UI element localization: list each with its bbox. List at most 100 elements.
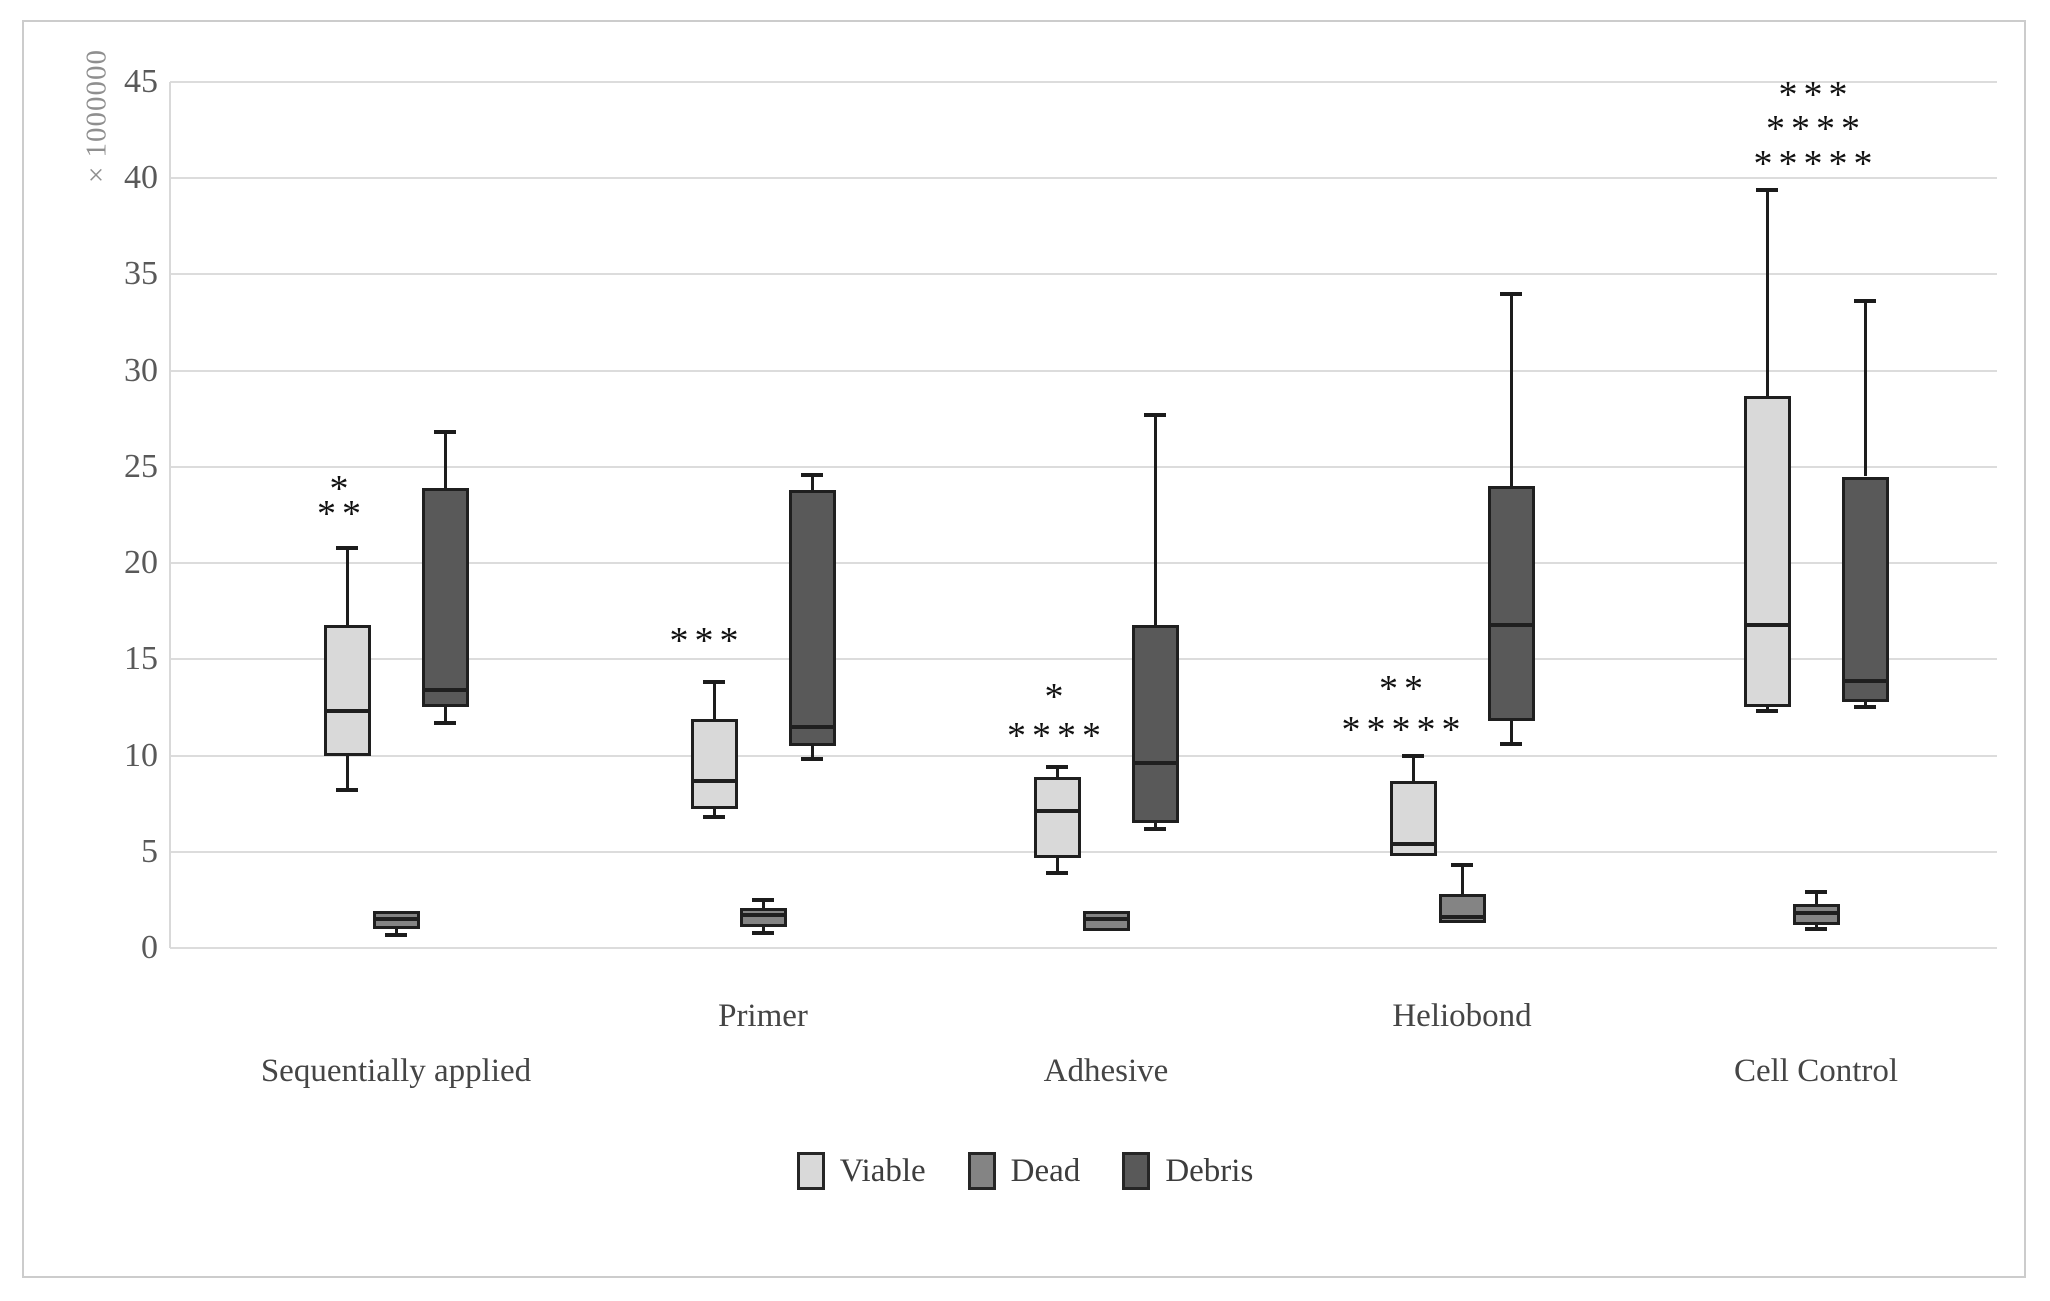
median-line bbox=[421, 688, 469, 693]
gridline bbox=[170, 947, 1997, 949]
gridline bbox=[170, 273, 1997, 276]
legend-item-debris: Debris bbox=[1122, 1152, 1253, 1190]
median-line bbox=[690, 778, 738, 783]
legend: Viable Dead Debris bbox=[0, 1152, 2050, 1190]
whisker-cap bbox=[801, 757, 823, 762]
whisker-cap bbox=[1805, 926, 1827, 931]
whisker-cap bbox=[1046, 870, 1068, 875]
whisker bbox=[1056, 857, 1059, 873]
whisker bbox=[811, 474, 814, 490]
box-viable-2 bbox=[1033, 776, 1081, 858]
whisker bbox=[1154, 822, 1157, 829]
box-viable-1 bbox=[690, 718, 738, 810]
median-line bbox=[1082, 917, 1130, 922]
significance-marker: **** bbox=[1766, 108, 1866, 151]
significance-marker: * bbox=[1044, 676, 1070, 719]
whisker-cap bbox=[1144, 826, 1166, 831]
whisker bbox=[762, 899, 765, 908]
whisker-cap bbox=[801, 472, 823, 477]
legend-label-viable: Viable bbox=[839, 1152, 926, 1189]
whisker bbox=[713, 809, 716, 818]
whisker bbox=[811, 745, 814, 760]
legend-item-dead: Dead bbox=[967, 1152, 1081, 1190]
gridline bbox=[170, 177, 1997, 180]
whisker bbox=[444, 707, 447, 723]
whisker-cap bbox=[1451, 863, 1473, 868]
whisker bbox=[1461, 865, 1464, 895]
whisker-cap bbox=[752, 897, 774, 902]
whisker-cap bbox=[385, 932, 407, 937]
whisker bbox=[1766, 189, 1769, 396]
x-category-label: Adhesive bbox=[1043, 1053, 1169, 1089]
gridline bbox=[170, 81, 1997, 83]
whisker-cap bbox=[1756, 709, 1778, 714]
y-tick-label: 35 bbox=[124, 255, 158, 293]
whisker bbox=[346, 755, 349, 791]
median-line bbox=[1438, 915, 1486, 920]
significance-marker: * bbox=[329, 468, 355, 511]
whisker-cap bbox=[434, 720, 456, 725]
whisker bbox=[1864, 701, 1867, 708]
y-tick-label: 5 bbox=[141, 832, 158, 870]
y-tick-label: 20 bbox=[124, 544, 158, 582]
median-line bbox=[372, 917, 420, 922]
y-tick-label: 15 bbox=[124, 640, 158, 678]
x-category-label: Primer bbox=[718, 998, 808, 1034]
y-tick-label: 25 bbox=[124, 447, 158, 485]
median-line bbox=[1033, 809, 1081, 814]
gridline bbox=[170, 562, 1997, 565]
x-category-label: Heliobond bbox=[1392, 998, 1532, 1034]
whisker-cap bbox=[336, 788, 358, 793]
whisker-cap bbox=[1046, 765, 1068, 770]
median-line bbox=[739, 913, 787, 918]
median-line bbox=[1792, 911, 1840, 916]
gridline bbox=[170, 658, 1997, 661]
significance-marker: ** bbox=[1379, 668, 1429, 711]
median-line bbox=[1487, 622, 1535, 627]
significance-marker: ***** bbox=[1753, 142, 1879, 185]
whisker-cap bbox=[434, 430, 456, 435]
y-tick-label: 40 bbox=[124, 159, 158, 197]
whisker-cap bbox=[1144, 412, 1166, 417]
whisker bbox=[444, 432, 447, 489]
box-debris-4 bbox=[1841, 476, 1889, 702]
median-line bbox=[323, 709, 371, 714]
whisker bbox=[346, 547, 349, 625]
legend-label-dead: Dead bbox=[1010, 1152, 1081, 1189]
legend-swatch-viable bbox=[796, 1152, 825, 1190]
whisker bbox=[1056, 767, 1059, 777]
whisker bbox=[1510, 720, 1513, 744]
box-debris-2 bbox=[1131, 624, 1179, 823]
whisker bbox=[1815, 892, 1818, 904]
whisker-cap bbox=[752, 930, 774, 935]
y-axis-line bbox=[169, 82, 171, 948]
significance-marker: ***** bbox=[1341, 708, 1467, 751]
gridline bbox=[170, 465, 1997, 468]
x-category-label: Sequentially applied bbox=[260, 1053, 532, 1089]
y-tick-label: 45 bbox=[124, 63, 158, 100]
whisker-cap bbox=[1756, 187, 1778, 192]
legend-label-debris: Debris bbox=[1165, 1152, 1254, 1189]
x-category-label: Cell Control bbox=[1733, 1053, 1899, 1089]
box-debris-3 bbox=[1487, 486, 1535, 721]
gridline bbox=[170, 369, 1997, 372]
gridline bbox=[170, 850, 1997, 853]
whisker-cap bbox=[1854, 299, 1876, 304]
box-viable-0 bbox=[323, 624, 371, 756]
whisker-cap bbox=[1402, 753, 1424, 758]
whisker bbox=[1864, 301, 1867, 477]
whisker-cap bbox=[1500, 742, 1522, 746]
whisker-cap bbox=[1805, 890, 1827, 895]
whisker bbox=[1510, 293, 1513, 487]
box-debris-0 bbox=[421, 488, 469, 708]
significance-marker: *** bbox=[669, 620, 745, 663]
whisker bbox=[395, 928, 398, 935]
legend-swatch-debris bbox=[1122, 1152, 1151, 1190]
legend-item-viable: Viable bbox=[796, 1152, 926, 1190]
figure-border bbox=[22, 20, 2026, 1278]
whisker bbox=[713, 682, 716, 719]
median-line bbox=[1131, 761, 1179, 766]
whisker-cap bbox=[336, 545, 358, 550]
legend-swatch-dead bbox=[967, 1152, 996, 1190]
